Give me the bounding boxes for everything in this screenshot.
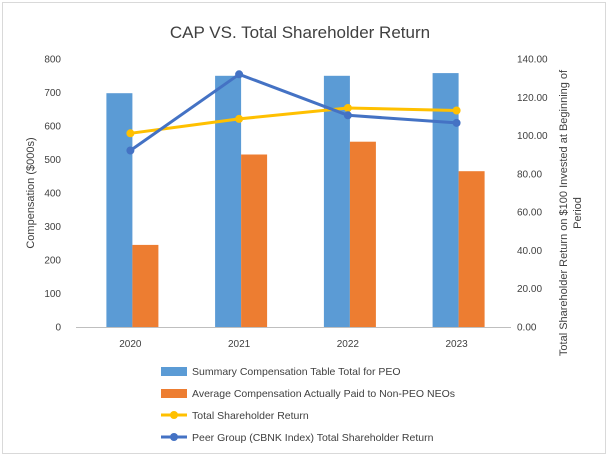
bar-neo-2023 [458, 171, 485, 327]
peer-tsr-point-2022 [343, 111, 352, 120]
y-axis-right-title-line2: Period [572, 197, 584, 229]
y-left-tick-label: 100 [44, 289, 61, 300]
x-tick-label: 2020 [119, 339, 142, 350]
y-left-tick-label: 600 [44, 122, 61, 133]
legend-swatch-bar [161, 389, 187, 398]
tsr-point-2020 [126, 129, 135, 138]
peer-tsr-point-2021 [235, 70, 244, 79]
y-left-tick-label: 700 [44, 88, 61, 99]
y-right-tick-label: 0.00 [517, 323, 537, 334]
y-left-tick-label: 200 [44, 256, 61, 267]
tsr-point-2023 [452, 106, 461, 115]
chart-title: CAP VS. Total Shareholder Return [170, 23, 430, 42]
legend-swatch-marker [170, 411, 178, 419]
y-right-tick-label: 40.00 [517, 246, 542, 257]
tsr-point-2021 [235, 114, 244, 123]
legend-swatch-bar [161, 367, 187, 376]
bar-neo-2020 [132, 244, 159, 327]
y-axis-right-title-line1: Total Shareholder Return on $100 Investe… [558, 69, 570, 356]
chart-frame: CAP VS. Total Shareholder Return Compens… [2, 2, 606, 454]
y-right-tick-label: 140.00 [517, 55, 548, 66]
x-tick-label: 2022 [337, 339, 360, 350]
tsr-point-2022 [343, 104, 352, 112]
x-tick-label: 2021 [228, 339, 251, 350]
bar-neo-2021 [241, 154, 268, 327]
y-left-tick-label: 500 [44, 155, 61, 166]
y-axis-left-title: Compensation ($000s) [25, 137, 37, 248]
legend-label: Summary Compensation Table Total for PEO [192, 366, 401, 378]
peer-tsr-point-2023 [452, 118, 461, 127]
legend-label: Average Compensation Actually Paid to No… [192, 388, 455, 400]
y-left-tick-label: 800 [44, 55, 61, 66]
bar-peo-2023 [432, 73, 459, 327]
chart-svg: CAP VS. Total Shareholder Return Compens… [25, 23, 584, 444]
y-left-tick-label: 0 [55, 323, 61, 334]
bar-neo-2022 [349, 141, 376, 327]
legend-label: Total Shareholder Return [192, 410, 309, 422]
bar-peo-2020 [106, 93, 133, 327]
legend-label: Peer Group (CBNK Index) Total Shareholde… [192, 432, 434, 444]
y-right-tick-label: 120.00 [517, 93, 548, 104]
legend-swatch-marker [170, 433, 178, 441]
plot-area: 0 100 200 300 400 500 600 700 800 0.00 20.00 40.00 6… [44, 55, 548, 351]
peer-tsr-line [129, 72, 457, 152]
y-right-tick-label: 60.00 [517, 208, 542, 219]
tsr-line [130, 106, 457, 135]
legend: Summary Compensation Table Total for PEO… [161, 366, 455, 444]
bar-peo-2021 [215, 75, 242, 328]
y-left-tick-label: 400 [44, 189, 61, 200]
y-right-tick-label: 80.00 [517, 169, 542, 180]
y-right-tick-label: 20.00 [517, 284, 542, 295]
y-right-tick-label: 100.00 [517, 131, 548, 142]
x-tick-label: 2023 [446, 339, 469, 350]
peer-tsr-point-2020 [126, 146, 135, 155]
y-left-tick-label: 300 [44, 222, 61, 233]
